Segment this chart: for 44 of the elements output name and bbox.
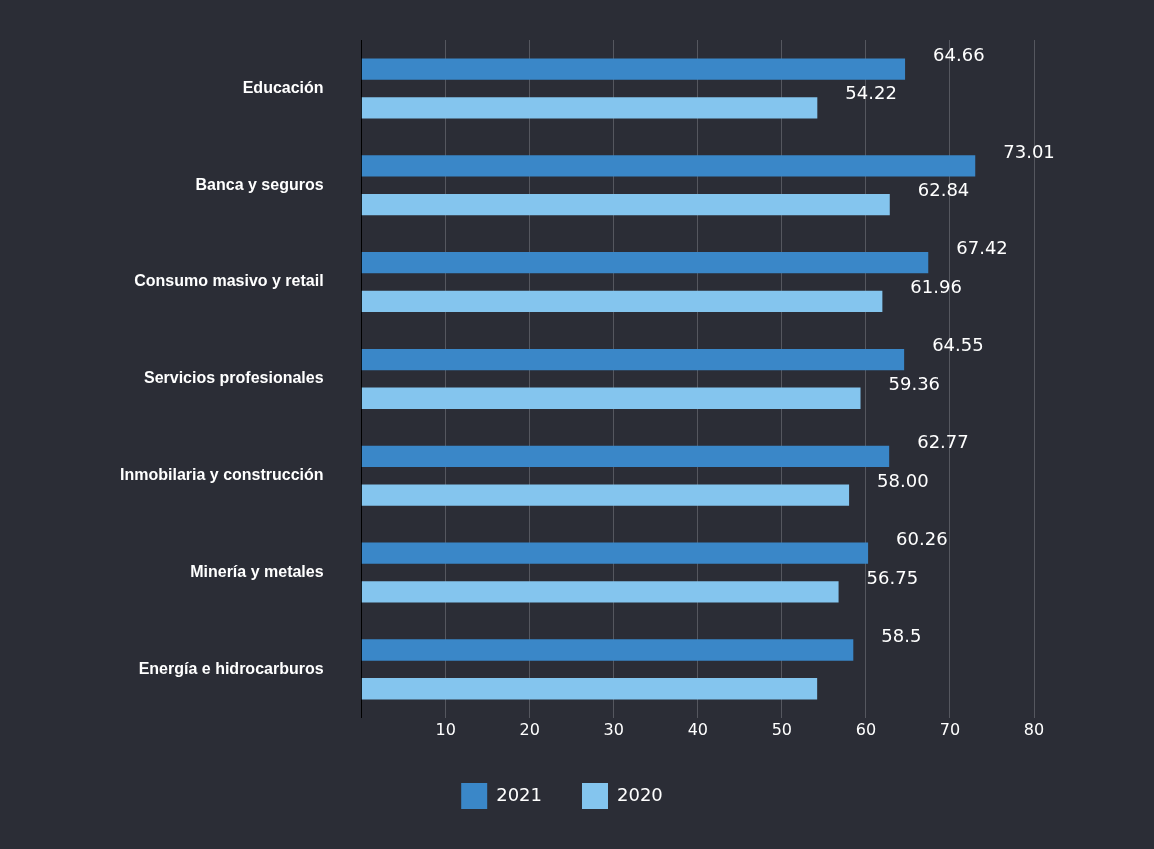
data-label: 62.77	[917, 431, 969, 453]
data-label: 56.75	[866, 566, 919, 588]
legend-label: 2020	[617, 783, 663, 805]
bar	[361, 484, 850, 506]
x-tick-label: 70	[939, 719, 961, 739]
data-label: 60.26	[896, 527, 948, 549]
bar	[361, 155, 976, 177]
bar	[361, 639, 854, 661]
x-tick-label: 20	[519, 719, 540, 739]
data-label: 67.42	[956, 237, 1008, 259]
data-label: 54.22	[845, 82, 897, 104]
bar	[361, 193, 890, 216]
data-label: 59.36	[888, 372, 941, 394]
data-label: 64.55	[932, 334, 984, 356]
data-label: 58.5	[881, 624, 922, 646]
bar	[361, 97, 818, 119]
bar	[361, 542, 869, 564]
legend-label: 2021	[496, 783, 542, 805]
bar	[361, 445, 890, 468]
y-tick-label: Minería y metales	[190, 562, 324, 580]
bar	[361, 348, 905, 371]
y-tick-label: Banca y seguros	[195, 175, 324, 193]
bar	[361, 387, 861, 409]
bar	[361, 290, 883, 313]
bar	[361, 252, 929, 274]
data-label: 61.96	[910, 276, 962, 298]
x-tick-label: 50	[771, 719, 793, 739]
y-tick-label: Consumo masivo y retail	[134, 272, 324, 290]
y-tick-label: Inmobilaria y construcción	[119, 466, 324, 484]
y-tick-label: Servicios profesionales	[143, 369, 324, 387]
y-tick-label: Educación	[242, 78, 324, 96]
bar	[361, 581, 839, 603]
bar	[361, 678, 818, 700]
bar	[361, 58, 906, 80]
x-tick-label: 40	[687, 719, 708, 739]
x-tick-label: 10	[435, 719, 456, 739]
x-tick-label: 80	[1023, 719, 1045, 739]
x-tick-label: 30	[603, 719, 624, 739]
data-label: 64.66	[933, 43, 985, 65]
data-label: 58.00	[877, 469, 929, 491]
data-label: 73.01	[1003, 140, 1055, 162]
y-tick-label: Energía e hidrocarburos	[138, 659, 324, 677]
data-label: 62.84	[917, 179, 970, 201]
x-tick-label: 60	[855, 719, 877, 739]
